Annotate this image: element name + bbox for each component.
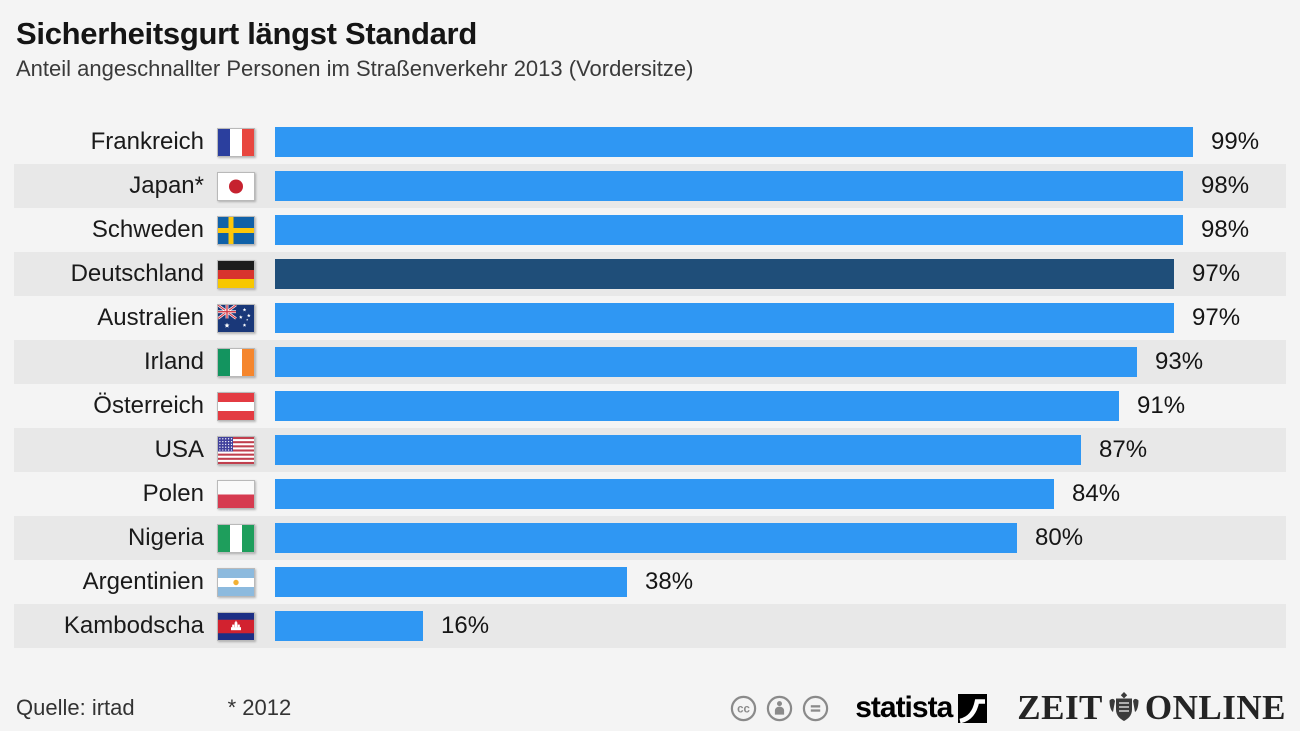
value-label: 87%	[1099, 436, 1148, 463]
flag-austria-icon	[217, 391, 255, 421]
flag-cambodia-icon	[217, 611, 255, 641]
bar-highlighted	[275, 259, 1174, 289]
flag-ireland-icon	[217, 347, 255, 377]
zeit-logo-text: ONLINE	[1144, 688, 1286, 727]
cc-nd-icon	[802, 695, 829, 722]
chart-row: Nigeria 80%	[14, 516, 1286, 560]
bar	[275, 127, 1193, 157]
country-label: Österreich	[93, 392, 204, 419]
flag-australia-icon	[217, 303, 255, 333]
bar	[275, 479, 1054, 509]
flag-argentina-icon	[217, 567, 255, 597]
statista-logo: statista	[855, 691, 988, 725]
country-label: Japan*	[129, 172, 204, 199]
country-label: Nigeria	[127, 524, 204, 551]
country-label: Australien	[97, 304, 204, 331]
bar	[275, 567, 627, 597]
zeit-logo-text: ZEIT	[1017, 688, 1103, 727]
value-label: 98%	[1201, 216, 1250, 243]
svg-text:cc: cc	[737, 703, 750, 715]
country-label: Argentinien	[82, 568, 204, 595]
chart-row: Deutschland 97%	[14, 252, 1286, 296]
country-label: Deutschland	[70, 260, 204, 287]
chart-row: Irland 93%	[14, 340, 1286, 384]
chart-row: Frankreich 99%	[14, 120, 1286, 164]
country-label: Irland	[143, 348, 204, 375]
zeit-online-logo: ZEIT ONLINE	[1017, 688, 1286, 728]
statista-mark-icon	[958, 693, 988, 723]
page-title: Sicherheitsgurt längst Standard	[16, 16, 477, 51]
flag-poland-icon	[217, 479, 255, 509]
flag-japan-icon	[217, 171, 255, 201]
value-label: 16%	[441, 612, 490, 639]
cc-by-icon	[766, 695, 793, 722]
bar	[275, 171, 1183, 201]
value-label: 98%	[1201, 172, 1250, 199]
bar	[275, 303, 1174, 333]
header: Sicherheitsgurt längst Standard Anteil a…	[16, 16, 693, 82]
source-label: Quelle: irtad	[16, 695, 135, 720]
country-label: Polen	[142, 480, 204, 507]
country-label: Frankreich	[90, 128, 204, 155]
zeit-crest-icon	[1105, 691, 1143, 725]
branding: cc statista	[730, 688, 1286, 728]
value-label: 93%	[1155, 348, 1204, 375]
bar	[275, 435, 1081, 465]
statista-logo-text: statista	[855, 691, 953, 724]
chart-row: Polen 84%	[14, 472, 1286, 516]
value-label: 38%	[645, 568, 694, 595]
bar	[275, 347, 1137, 377]
footnote: * 2012	[227, 695, 292, 720]
chart-row: Österreich 91%	[14, 384, 1286, 428]
chart-row: Japan* 98%	[14, 164, 1286, 208]
value-label: 99%	[1211, 128, 1260, 155]
country-label: USA	[154, 436, 204, 463]
flag-nigeria-icon	[217, 523, 255, 553]
bar	[275, 611, 423, 641]
cc-icon: cc	[730, 695, 757, 722]
bar	[275, 523, 1017, 553]
source-line: Quelle: irtad * 2012	[16, 695, 291, 721]
value-label: 97%	[1192, 304, 1241, 331]
bar	[275, 391, 1119, 421]
chart-row: Australien 97%	[14, 296, 1286, 340]
chart-row: Argentinien 38%	[14, 560, 1286, 604]
flag-france-icon	[217, 127, 255, 157]
flag-germany-icon	[217, 259, 255, 289]
country-label: Kambodscha	[63, 612, 204, 639]
footer: Quelle: irtad * 2012 cc	[16, 688, 1286, 728]
chart-row: Schweden 98%	[14, 208, 1286, 252]
page-subtitle: Anteil angeschnallter Personen im Straße…	[16, 55, 694, 81]
chart-row: Kambodscha 16%	[14, 604, 1286, 648]
bar-chart: Frankreich 99% Japan* 98% Schweden 98% Deutsch…	[14, 120, 1286, 648]
country-label: Schweden	[91, 216, 204, 243]
value-label: 97%	[1192, 260, 1241, 287]
flag-sweden-icon	[217, 215, 255, 245]
chart-row: USA 87%	[14, 428, 1286, 472]
bar	[275, 215, 1183, 245]
value-label: 80%	[1035, 524, 1084, 551]
value-label: 91%	[1137, 392, 1186, 419]
flag-usa-icon	[217, 435, 255, 465]
value-label: 84%	[1072, 480, 1121, 507]
